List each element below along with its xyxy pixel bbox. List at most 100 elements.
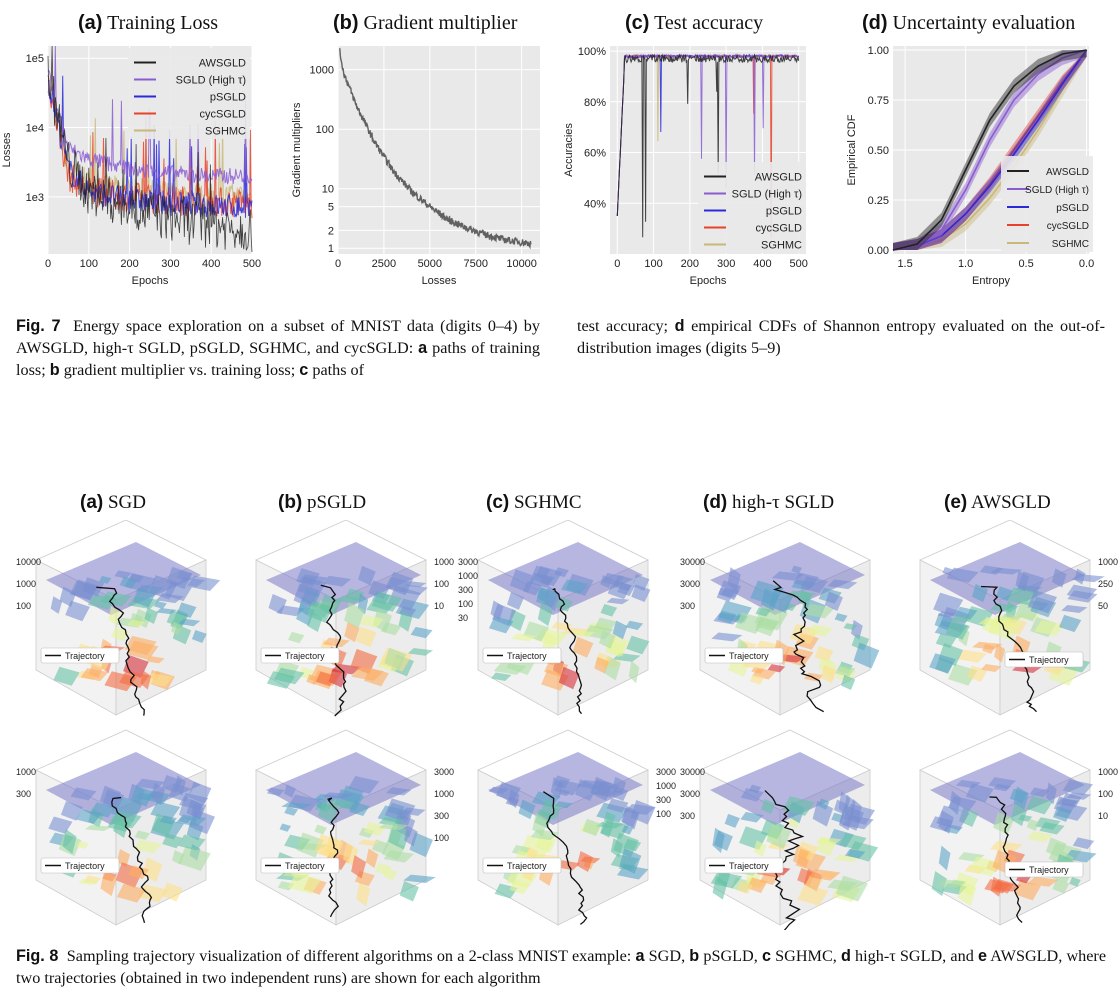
surface-patch bbox=[981, 616, 1003, 635]
x-axis-label: Entropy bbox=[972, 275, 1010, 287]
surface-patch bbox=[931, 871, 947, 897]
z-tick-label: 300 bbox=[16, 789, 31, 799]
surface-patch bbox=[178, 845, 211, 871]
trajectory-line bbox=[96, 586, 145, 716]
surface-patch bbox=[53, 666, 80, 686]
legend-entry: AWSGLD bbox=[1046, 167, 1089, 178]
surface-patch bbox=[834, 613, 848, 622]
legend-entry: Trajectory bbox=[1029, 865, 1069, 875]
surface-panel-2-1: 1000 300 Trajectory bbox=[16, 729, 215, 926]
surface-patch bbox=[1052, 879, 1070, 894]
surface-patch bbox=[403, 874, 436, 884]
surface-patch bbox=[628, 660, 640, 684]
surface-patch bbox=[279, 823, 291, 832]
surface-patch bbox=[816, 836, 836, 857]
surface-patch bbox=[328, 668, 348, 688]
surface-patch bbox=[348, 801, 370, 816]
z-tick-label: 3000 bbox=[434, 767, 454, 777]
x-tick-label: 500 bbox=[790, 258, 808, 270]
legend-box bbox=[482, 647, 562, 664]
z-tick-label: 300 bbox=[656, 795, 671, 805]
surface-patch bbox=[782, 796, 815, 816]
surface-patch bbox=[132, 588, 156, 608]
z-tick-label: 30000 bbox=[680, 767, 705, 777]
surface-patch bbox=[1045, 837, 1067, 858]
legend-entry: cycSGLD bbox=[200, 109, 247, 121]
surface-patch bbox=[805, 876, 824, 888]
surface-patch bbox=[1051, 568, 1067, 588]
x-tick-label: 200 bbox=[120, 258, 138, 270]
surface-patch bbox=[293, 583, 319, 608]
x-tick-label: 0.5 bbox=[1018, 258, 1033, 270]
surface-patch bbox=[632, 574, 650, 591]
surface-patch bbox=[717, 610, 737, 624]
reference-plane bbox=[710, 752, 865, 825]
surface-patch bbox=[284, 784, 296, 798]
surface-patch bbox=[972, 583, 989, 603]
legend-entry: pSGLD bbox=[210, 92, 246, 104]
surface-patch bbox=[835, 875, 868, 902]
fig8-caption: Fig. 8 Sampling trajectory visualization… bbox=[16, 947, 1107, 987]
trajectory-line bbox=[552, 588, 583, 715]
x-tick-label: 0 bbox=[335, 258, 341, 270]
legend-entry: Trajectory bbox=[1029, 655, 1069, 665]
surface-patch bbox=[600, 603, 618, 617]
surface-patch bbox=[724, 813, 740, 828]
surface-patch bbox=[357, 839, 381, 846]
z-tick-label: 1000 bbox=[434, 789, 454, 799]
surface-patch bbox=[946, 567, 979, 583]
y-tick-label: 0.75 bbox=[868, 95, 889, 107]
series-line-sgldhigh bbox=[892, 49, 1087, 251]
z-tick-label: 300 bbox=[458, 585, 473, 595]
surface-patch bbox=[135, 778, 165, 790]
z-tick-label: 3000 bbox=[680, 789, 700, 799]
x-tick-label: 7500 bbox=[463, 258, 487, 270]
surface-patch bbox=[509, 879, 531, 895]
surface-patch bbox=[267, 787, 285, 796]
y-tick-label: 0.00 bbox=[868, 245, 889, 257]
surface-patch bbox=[388, 823, 411, 850]
surface-patch bbox=[191, 630, 207, 644]
surface-patch bbox=[133, 839, 163, 854]
surface-patch bbox=[288, 631, 305, 644]
gradient-multiplier-chart: 0 2500 5000 7500 10000 1 2 5 10 100 1000 Losses Grad… bbox=[291, 46, 540, 287]
surface-patch bbox=[350, 648, 378, 675]
surface-patch bbox=[993, 879, 1015, 894]
surface-patch bbox=[818, 798, 830, 810]
surface-patch bbox=[171, 621, 182, 636]
x-tick-label: 1.5 bbox=[897, 258, 912, 270]
x-tick-label: 1.0 bbox=[958, 258, 973, 270]
surface-patch bbox=[767, 664, 786, 673]
surface-patch bbox=[518, 799, 536, 820]
surface-panel-2-5: 1000 100 10 Trajectory bbox=[919, 729, 1118, 926]
surface-patch bbox=[761, 799, 776, 814]
legend-entry: AWSGLD bbox=[755, 172, 802, 184]
x-tick-label: 400 bbox=[753, 258, 771, 270]
reference-plane bbox=[930, 542, 1085, 615]
surface-patch bbox=[319, 594, 342, 615]
surface-patch bbox=[803, 603, 835, 619]
series-line-awsgld bbox=[47, 45, 253, 253]
surface-patch bbox=[188, 781, 212, 805]
surface-patch bbox=[791, 565, 803, 574]
series-line-awsgld bbox=[616, 53, 800, 238]
trajectory-line bbox=[543, 791, 588, 925]
surface-patch bbox=[834, 665, 856, 677]
surface-patch bbox=[956, 649, 988, 663]
surface-patch bbox=[582, 818, 602, 837]
surface-patch bbox=[942, 566, 954, 576]
surface-panel-1-5: 1000 250 50 Trajectory bbox=[919, 520, 1118, 716]
surface-patch bbox=[363, 667, 389, 687]
legend-entry: Trajectory bbox=[507, 651, 547, 661]
surface-patch bbox=[284, 806, 299, 816]
surface-patch bbox=[177, 577, 206, 588]
surface-patch bbox=[348, 775, 380, 794]
surface-patch bbox=[771, 571, 805, 581]
surface-patch bbox=[490, 672, 512, 681]
surface-patch bbox=[62, 829, 77, 854]
surface-patch bbox=[344, 621, 360, 643]
surface-patch bbox=[322, 575, 351, 587]
surface-patch bbox=[1071, 574, 1105, 583]
surface-patch bbox=[48, 816, 73, 834]
z-tick-label: 1000 bbox=[16, 767, 36, 777]
